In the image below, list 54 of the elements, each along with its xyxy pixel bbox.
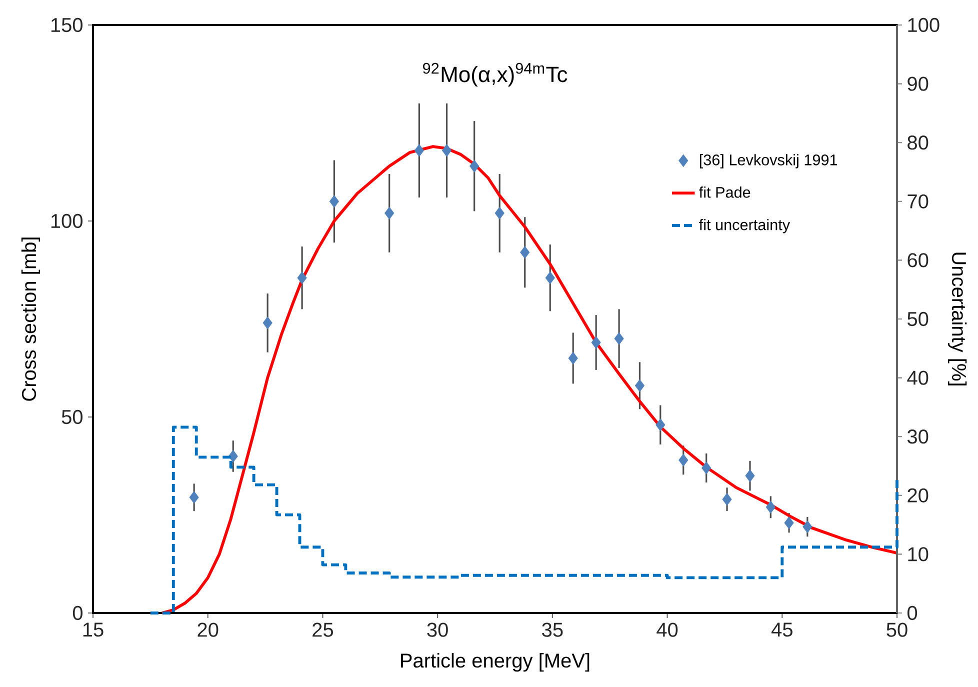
point xyxy=(262,316,272,330)
x-tick-label: 30 xyxy=(427,622,448,637)
y2-tick-label: 20 xyxy=(908,488,928,502)
x-tick-label: 25 xyxy=(312,622,334,637)
point xyxy=(702,462,712,474)
x-axis-title: Particle energy [MeV] xyxy=(401,652,590,672)
x-tick-label: 20 xyxy=(198,622,218,637)
y2-tick-label: 80 xyxy=(908,136,928,150)
legend-label: fit Pade xyxy=(699,186,750,198)
y2-tick-label: 30 xyxy=(907,430,928,444)
point xyxy=(656,418,666,432)
y2-tick-label: 100 xyxy=(908,18,940,32)
y2-tick-label: 60 xyxy=(908,253,928,268)
point xyxy=(568,352,578,364)
y-tick-label: 0 xyxy=(72,606,82,620)
y2-tick-label: 40 xyxy=(907,370,928,385)
point xyxy=(494,206,504,220)
point xyxy=(545,272,555,284)
y2-axis-title: Uncertainty [%] xyxy=(948,252,967,386)
y2-tick-label: 70 xyxy=(908,194,928,208)
point xyxy=(614,332,624,345)
y2-tick-label: 10 xyxy=(908,547,928,562)
point xyxy=(745,470,755,482)
point xyxy=(442,144,452,157)
point xyxy=(384,206,394,220)
x-tick-label: 50 xyxy=(886,622,908,637)
point xyxy=(678,454,688,466)
y-tick-label: 150 xyxy=(51,18,82,32)
point xyxy=(784,516,794,530)
text: $^{92}$Mo(α,x)$^{94m}$Tc xyxy=(423,62,568,87)
point xyxy=(722,493,732,506)
point xyxy=(802,520,812,534)
point xyxy=(414,144,424,157)
point xyxy=(189,491,199,504)
point xyxy=(634,379,644,392)
y2-tick-label: 50 xyxy=(908,312,928,326)
x-tick-label: 15 xyxy=(83,622,104,637)
y-tick-label: 100 xyxy=(51,214,82,228)
legend-label: fit uncertainty xyxy=(699,218,790,234)
x-tick-label: 40 xyxy=(656,622,678,637)
point xyxy=(228,450,238,462)
y-axis-title: Cross section [mb] xyxy=(21,238,40,401)
y2-tick-label: 90 xyxy=(908,76,928,91)
y-tick-label: 50 xyxy=(62,410,82,424)
point xyxy=(329,195,339,208)
point xyxy=(591,336,601,349)
legend-label: [36] Levkovskij 1991 xyxy=(700,154,838,168)
point xyxy=(297,272,307,284)
point xyxy=(766,500,776,514)
point xyxy=(470,160,480,172)
y2-tick-label: 0 xyxy=(907,606,918,620)
point xyxy=(520,246,530,259)
x-tick-label: 35 xyxy=(542,622,563,637)
x-tick-label: 45 xyxy=(771,622,792,637)
